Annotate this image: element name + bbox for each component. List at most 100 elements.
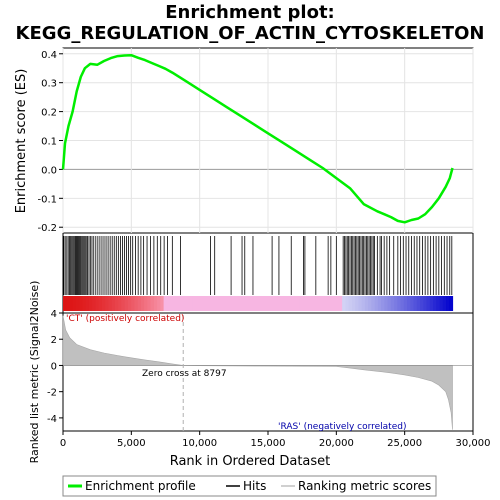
x-tick-label: 0 — [60, 438, 66, 449]
es-curve-group — [61, 53, 454, 224]
rank-bar-segment — [85, 296, 90, 311]
rank-bar-segment — [426, 296, 431, 311]
rank-bar-segment — [348, 296, 353, 311]
rank-bar-segment — [108, 296, 113, 311]
es-tick-label: 0.4 — [41, 50, 57, 61]
x-axis-label: Rank in Ordered Dataset — [170, 454, 331, 469]
legend-box — [62, 475, 437, 497]
rank-bar-segment — [377, 296, 382, 311]
rank-bar-segment — [286, 296, 291, 311]
es-y-axis-label: Enrichment score (ES) — [14, 69, 29, 214]
rank-bar-segment — [303, 296, 308, 311]
rank-bar-segment — [394, 296, 398, 311]
rank-bar-segment — [105, 296, 110, 311]
rank-bar-segment — [446, 296, 450, 311]
rank-bar-segment — [277, 296, 282, 311]
es-tick-label: 0.3 — [41, 79, 57, 90]
rank-bar-segment — [410, 296, 415, 311]
rank-bar-segment — [192, 296, 197, 311]
es-tick-label: 0.0 — [41, 165, 57, 176]
rank-bar-segment — [251, 296, 256, 311]
rank-bar-segment — [231, 296, 236, 311]
es-tick-label: -0.1 — [37, 194, 57, 205]
rank-bar-segment — [442, 296, 447, 311]
rank-bar-segment — [72, 296, 77, 311]
rank-bar-segment — [306, 296, 311, 311]
es-y-ticks: -0.2 -0.1 0.0 0.1 0.2 0.3 0.4 — [37, 50, 63, 234]
rank-bar-segment — [196, 296, 200, 311]
legend-profile-label: Enrichment profile — [85, 479, 196, 493]
rank-bar-segment — [325, 296, 330, 311]
rank-bar-segment — [273, 296, 278, 311]
zero-cross-label: Zero cross at 8797 — [142, 369, 227, 379]
rank-bar-segment — [82, 296, 87, 311]
rank-bar-segment — [228, 296, 233, 311]
metric-y-ticks: -4 -2 0 2 4 — [47, 309, 63, 425]
rank-bar-segment — [264, 296, 269, 311]
rank-bar-segment — [345, 296, 350, 311]
metric-tick-label: -4 — [47, 414, 57, 425]
rank-bar-segment — [267, 296, 272, 311]
legend-hits-label: Hits — [243, 479, 266, 493]
rank-bar-segment — [186, 296, 191, 311]
rank-bar-segment — [407, 296, 411, 311]
rank-bar-segment — [222, 296, 226, 311]
chart-title-line1: Enrichment plot: — [165, 2, 335, 23]
rank-bar-segment — [299, 296, 304, 311]
rank-bar-segment — [127, 296, 132, 311]
rank-bar-segment — [429, 296, 434, 311]
rank-bar-segment — [63, 296, 67, 311]
rank-bar-segment — [241, 296, 246, 311]
es-tick-label: -0.2 — [37, 223, 57, 234]
rank-bar-segment — [179, 296, 184, 311]
rank-bar-segment — [95, 296, 100, 311]
x-tick-label: 20,000 — [319, 438, 354, 449]
rank-bar-segment — [309, 296, 314, 311]
rank-bar-segment — [329, 296, 334, 311]
rank-bar-segment — [215, 296, 220, 311]
rank-bar-segment — [137, 296, 142, 311]
rank-bar-segment — [390, 296, 395, 311]
metric-y-axis-label: Ranked list metric (Signal2Noise) — [28, 281, 41, 464]
rank-bar-segment — [416, 296, 421, 311]
rank-bar-segment — [160, 296, 165, 311]
rank-bar-segment — [124, 296, 129, 311]
rank-bar-segment — [153, 296, 158, 311]
rank-bar-segment — [449, 296, 454, 311]
rank-bar-segment — [338, 296, 343, 311]
rank-bar-segment — [361, 296, 366, 311]
rank-bar-segment — [225, 296, 230, 311]
hit-marks — [63, 236, 453, 295]
rank-bar-segment — [371, 296, 376, 311]
rank-bar-segment — [140, 296, 145, 311]
rank-bar-segment — [212, 296, 217, 311]
rank-bar-segment — [439, 296, 444, 311]
rank-bar-segment — [209, 296, 213, 311]
rank-bar-segment — [293, 296, 298, 311]
rank-bar-segment — [436, 296, 441, 311]
legend-metric-label: Ranking metric scores — [298, 479, 431, 493]
rank-bar-segment — [423, 296, 428, 311]
rank-color-bar — [63, 296, 454, 311]
rank-bar-segment — [183, 296, 187, 311]
rank-bar-segment — [79, 296, 84, 311]
rank-bar-segment — [260, 296, 265, 311]
rank-bar-segment — [400, 296, 405, 311]
es-tick-label: 0.1 — [41, 137, 57, 148]
rank-bar-segment — [111, 296, 116, 311]
x-tick-label: 30,000 — [456, 438, 491, 449]
rank-bar-segment — [433, 296, 437, 311]
rank-bar-segment — [384, 296, 389, 311]
neg-correlated-label: 'RAS' (negatively correlated) — [278, 422, 406, 432]
rank-bar-segment — [270, 296, 275, 311]
metric-tick-label: 0 — [51, 361, 57, 372]
rank-bar-segment — [332, 296, 337, 311]
rank-bar-segment — [75, 296, 80, 311]
rank-bar-segment — [66, 296, 71, 311]
rank-bar-segment — [150, 296, 155, 311]
rank-bar-segment — [173, 296, 178, 311]
rank-bar-segment — [235, 296, 239, 311]
rank-bar-segment — [134, 296, 139, 311]
rank-bar-segment — [238, 296, 243, 311]
